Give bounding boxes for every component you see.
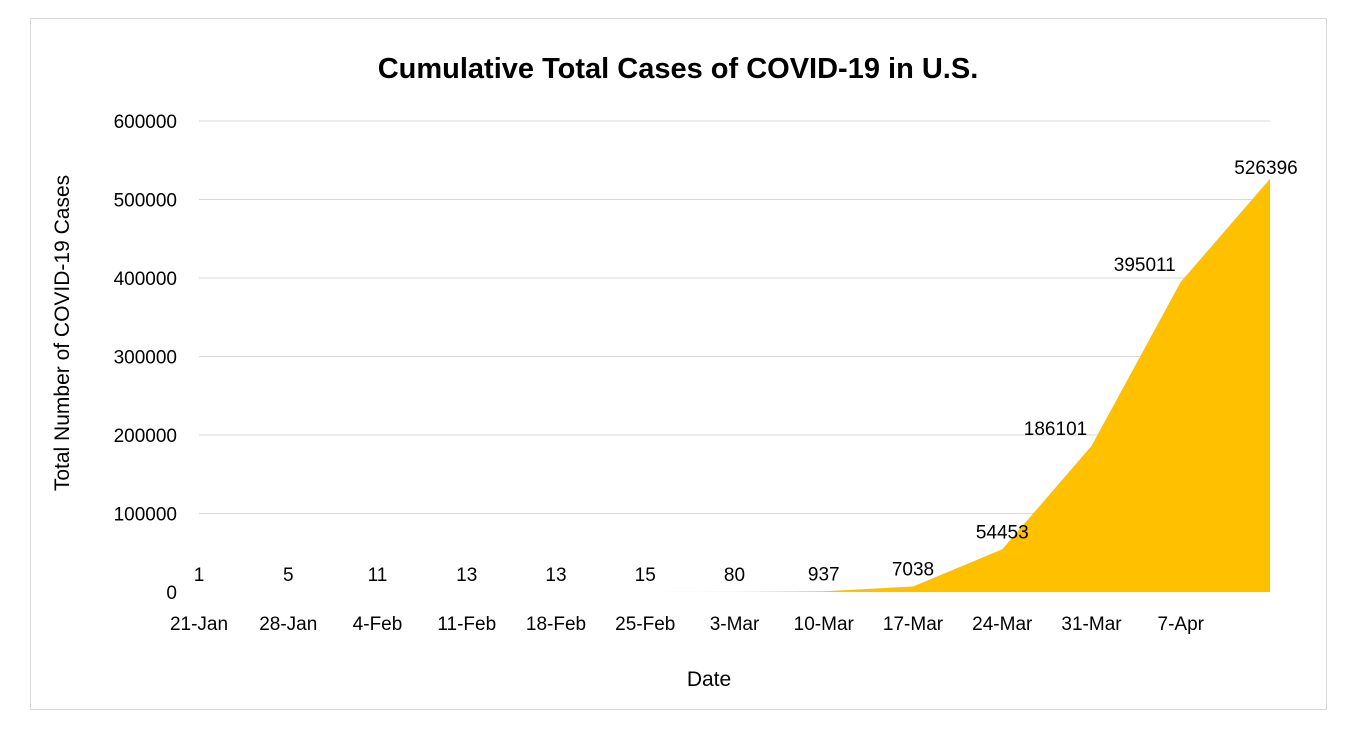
data-label: 15 xyxy=(635,565,656,586)
data-label: 13 xyxy=(545,565,566,586)
y-tick-label: 100000 xyxy=(114,505,177,526)
data-label: 54453 xyxy=(976,522,1029,543)
data-label: 80 xyxy=(724,565,745,586)
y-axis-title: Total Number of COVID-19 Cases xyxy=(51,175,74,491)
chart-frame xyxy=(30,18,1327,710)
area-series xyxy=(199,178,1270,592)
x-tick-label: 28-Jan xyxy=(259,614,317,635)
data-label: 5 xyxy=(283,565,294,586)
x-tick-label: 25-Feb xyxy=(615,614,675,635)
y-tick-label: 300000 xyxy=(114,348,177,369)
x-tick-label: 24-Mar xyxy=(972,614,1033,635)
x-tick-label: 7-Apr xyxy=(1158,614,1205,635)
data-label: 7038 xyxy=(892,559,934,580)
y-tick-label: 500000 xyxy=(114,191,177,212)
data-label: 526396 xyxy=(1234,158,1297,179)
x-tick-label: 21-Jan xyxy=(170,614,228,635)
y-axis-ticks: 0 100000 200000 300000 400000 500000 600000 xyxy=(114,112,177,604)
data-label: 13 xyxy=(456,565,477,586)
chart-title: Cumulative Total Cases of COVID-19 in U.… xyxy=(378,53,979,85)
x-tick-label: 10-Mar xyxy=(794,614,855,635)
data-label: 186101 xyxy=(1024,419,1087,440)
y-tick-label: 0 xyxy=(166,583,177,604)
x-tick-label: 3-Mar xyxy=(710,614,760,635)
x-tick-label: 4-Feb xyxy=(353,614,403,635)
x-tick-label: 18-Feb xyxy=(526,614,586,635)
data-label: 1 xyxy=(194,565,205,586)
x-tick-label: 17-Mar xyxy=(883,614,944,635)
data-label: 937 xyxy=(808,564,840,585)
y-tick-label: 200000 xyxy=(114,426,177,447)
x-axis-ticks: 21-Jan 28-Jan 4-Feb 11-Feb 18-Feb 25-Feb 3-Mar… xyxy=(170,614,1205,635)
data-labels: 1 5 11 13 13 15 80 937 7038544531861013950115263… xyxy=(194,158,1298,586)
x-tick-label: 31-Mar xyxy=(1061,614,1122,635)
data-label: 395011 xyxy=(1114,255,1176,276)
x-axis-title: Date xyxy=(687,668,731,691)
x-tick-label: 11-Feb xyxy=(437,614,496,635)
data-label: 11 xyxy=(368,565,388,586)
y-tick-label: 400000 xyxy=(114,269,177,290)
area-series-fill xyxy=(199,178,1270,592)
y-tick-label: 600000 xyxy=(114,112,177,133)
